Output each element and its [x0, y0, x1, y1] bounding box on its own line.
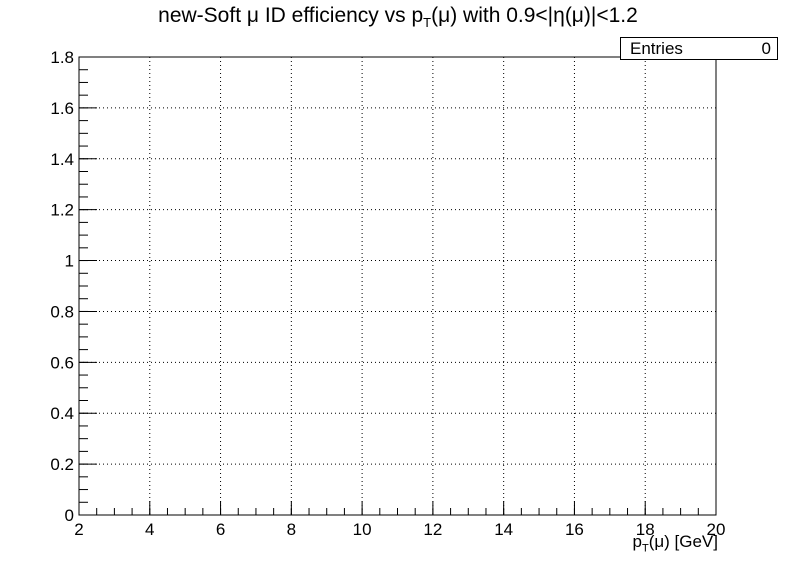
- plot-frame: [78, 56, 717, 516]
- x-tick-label: 10: [353, 520, 372, 539]
- y-tick-label: 0.8: [50, 302, 74, 321]
- x-tick-label: 20: [707, 520, 726, 539]
- x-tick-label: 4: [145, 520, 154, 539]
- x-tick-label: 14: [494, 520, 513, 539]
- stats-entries-label: Entries: [630, 39, 683, 58]
- x-tick-label: 18: [636, 520, 655, 539]
- x-tick-label: 16: [565, 520, 584, 539]
- x-axis-label: pT(μ) [GeV]: [632, 532, 718, 555]
- x-tick-label: 2: [74, 520, 83, 539]
- y-tick-label: 0.4: [50, 404, 74, 423]
- y-tick-label: 0.2: [50, 455, 74, 474]
- axis-ticks: [78, 56, 717, 516]
- chart-title: new-Soft μ ID efficiency vs pT(μ) with 0…: [158, 4, 638, 31]
- x-tick-label: 12: [423, 520, 442, 539]
- y-tick-label: 1.6: [50, 99, 74, 118]
- y-tick-labels: 0 0.2 0.4 0.6 0.8 1 1.2 1.4 1.6 1.8: [50, 48, 74, 525]
- x-tick-label: 8: [287, 520, 296, 539]
- y-tick-label: 1.4: [50, 150, 74, 169]
- y-tick-label: 1.2: [50, 201, 74, 220]
- grid: [79, 57, 716, 515]
- y-tick-label: 1: [65, 252, 74, 271]
- x-tick-labels: 2 4 6 8 10 12 14 16 18 20: [74, 520, 725, 539]
- y-tick-label: 0.6: [50, 353, 74, 372]
- y-tick-label: 0: [65, 506, 74, 525]
- y-tick-label: 1.8: [50, 48, 74, 67]
- stats-box: Entries 0: [620, 37, 778, 60]
- x-tick-label: 6: [216, 520, 225, 539]
- stats-entries-value: 0: [761, 39, 771, 58]
